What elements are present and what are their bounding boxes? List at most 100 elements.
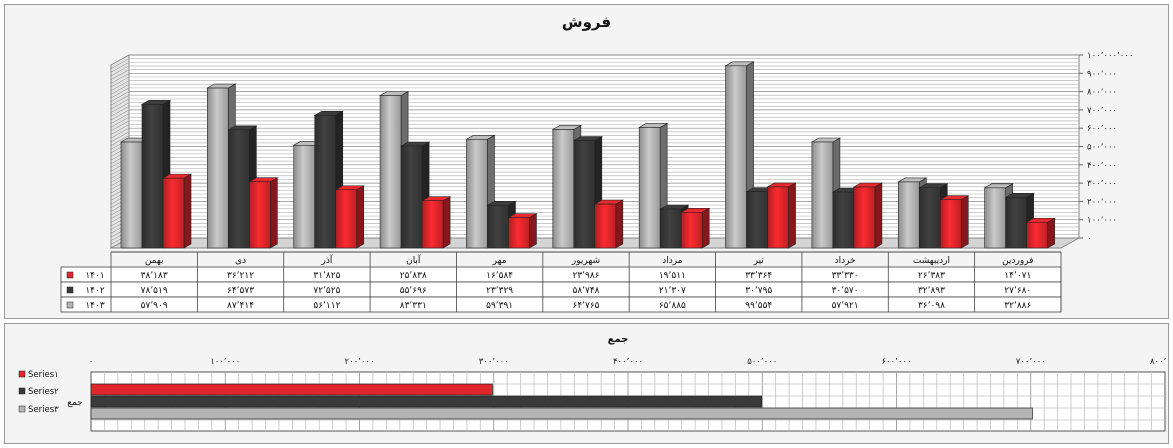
legend-key [18,370,26,378]
x-tick-label: ۷۰۰٬۰۰۰ [1016,357,1046,367]
table-value: ۳۲٬۸۹۳ [918,286,945,296]
table-value: ۸۷٬۴۱۴ [227,301,254,311]
side-gridline [110,65,130,77]
total-chart-title: جمع [608,334,629,345]
bar-front [314,114,337,249]
category-label: مهر [492,256,507,266]
y-tick-label: ۹۰۰٬۰۰۰ [1087,69,1117,79]
table-value: ۳۶٬۰۹۸ [918,301,945,311]
table-value: ۶۴٬۵۷۳ [227,286,254,296]
x-tick-label: ۲۰۰٬۰۰۰ [344,357,374,367]
table-value: ۵۹٬۳۹۱ [486,301,513,311]
side-gridline [110,113,130,124]
table-value: ۵۶٬۱۱۲ [313,301,340,311]
bar-1-5 [593,199,624,249]
total-chart-panel: جمع ۰ ۱۰۰٬۰۰۰ ۲۰۰٬۰۰۰ ۳۰۰٬۰۰۰ ۴۰۰٬۰۰۰ ۵۰۰٬۰۰۰ ۶… [4,323,1169,444]
bar-front [638,127,661,249]
bar-front [120,141,143,249]
table-value: ۳۰٬۷۹۵ [745,286,772,296]
table-value: ۲۳٬۳۲۹ [486,286,513,296]
x-tick-label: ۴۰۰٬۰۰۰ [613,357,643,367]
table-value: ۶۵٬۸۸۵ [659,301,686,311]
bar-front [162,177,185,249]
bar-1-0 [161,173,193,249]
bar-side [615,199,624,249]
category-label: تیر [753,256,765,266]
side-gridline [110,94,130,106]
bar-side [529,213,537,249]
bar-front [293,145,316,249]
table-value: ۳۱٬۸۲۵ [313,271,340,281]
category-label: آبان [406,254,421,266]
legend-key [66,301,74,309]
bar-1-4 [507,213,538,249]
bar-1-7 [766,182,797,249]
side-gridline [110,62,130,73]
bar-side [183,173,192,249]
x-tick-label: ۶۰۰٬۰۰۰ [881,357,911,367]
bar-side [701,207,710,249]
category-label: آذر [320,254,332,266]
bar-front [594,203,617,249]
side-gridline [110,127,130,139]
side-gridline [110,105,130,117]
bar-1-8 [852,182,884,249]
bar-front [1026,221,1048,249]
bar-front [228,129,250,249]
y-tick-label: ۶۰۰٬۰۰۰ [1087,124,1117,134]
sales-chart-title: فروش [561,13,612,31]
table-value: ۳۳٬۳۳۰ [832,271,859,281]
table-value: ۵۵٬۶۹۶ [400,286,427,296]
table-value: ۳۲٬۸۸۶ [1004,301,1031,311]
bar-front [335,189,358,249]
bar-front [379,95,402,249]
bar-front [508,217,530,249]
legend-label: Series۲ [28,387,59,397]
bar-side [356,185,365,249]
side-gridline [110,91,130,102]
bar-front [853,186,876,249]
table-value: ۹۹٬۵۵۴ [745,301,772,311]
sales-chart-svg: ۰ ۱۰۰٬۰۰۰ ۲۰۰٬۰۰۰ ۳۰۰٬۰۰۰ ۴۰۰٬۰۰۰ ۵۰۰٬۰۰۰ ۶۰۰٬… [60,51,1134,313]
side-gridline [110,135,130,146]
legend-key [18,405,26,413]
bar-front [725,65,747,249]
side-gridline [110,83,130,95]
side-gridline [110,98,130,110]
y-tick-label: ۴۰۰٬۰۰۰ [1087,161,1117,171]
side-gridline [110,76,130,88]
bar-front [573,140,596,249]
bar-front [811,141,834,249]
table-value: ۲۵٬۸۳۸ [400,271,427,281]
side-gridline [110,124,130,135]
table-value: ۷۲٬۵۲۵ [313,286,340,296]
x-tick-label: ۳۰۰٬۰۰۰ [479,357,509,367]
side-gridline [110,102,130,113]
side-gridline [110,58,130,69]
bar-1-10 [1025,217,1056,249]
side-gridline [110,87,130,99]
bar-front [918,187,941,249]
bar-side [874,182,883,249]
table-value: ۲۳٬۹۸۶ [572,271,599,281]
table-value: ۱۴٬۰۷۱ [1004,271,1031,281]
side-gridline [110,120,130,132]
y-tick-label: ۰ [1087,234,1092,244]
bar-front [984,187,1006,249]
bar-front [1005,197,1027,249]
category-label: جمع [67,398,83,408]
bar-front [767,186,789,249]
table-value: ۳۳٬۳۶۴ [745,271,772,281]
bar-front [552,129,575,249]
x-tick-label: ۵۰۰٬۰۰۰ [747,357,777,367]
table-value: ۵۷٬۹۰۹ [141,301,168,311]
side-gridline [110,80,130,91]
side-gridline [110,131,130,143]
category-label: بهمن [145,256,164,266]
y-tick-label: ۲۰۰٬۰۰۰ [1087,197,1117,207]
legend-label: Series۳ [28,405,59,415]
table-value: ۲۷٬۶۸۰ [1004,286,1031,296]
y-tick-label: ۱۰۰٬۰۰۰ [1087,216,1117,226]
bar-front [939,199,962,249]
table-row [60,296,1062,313]
